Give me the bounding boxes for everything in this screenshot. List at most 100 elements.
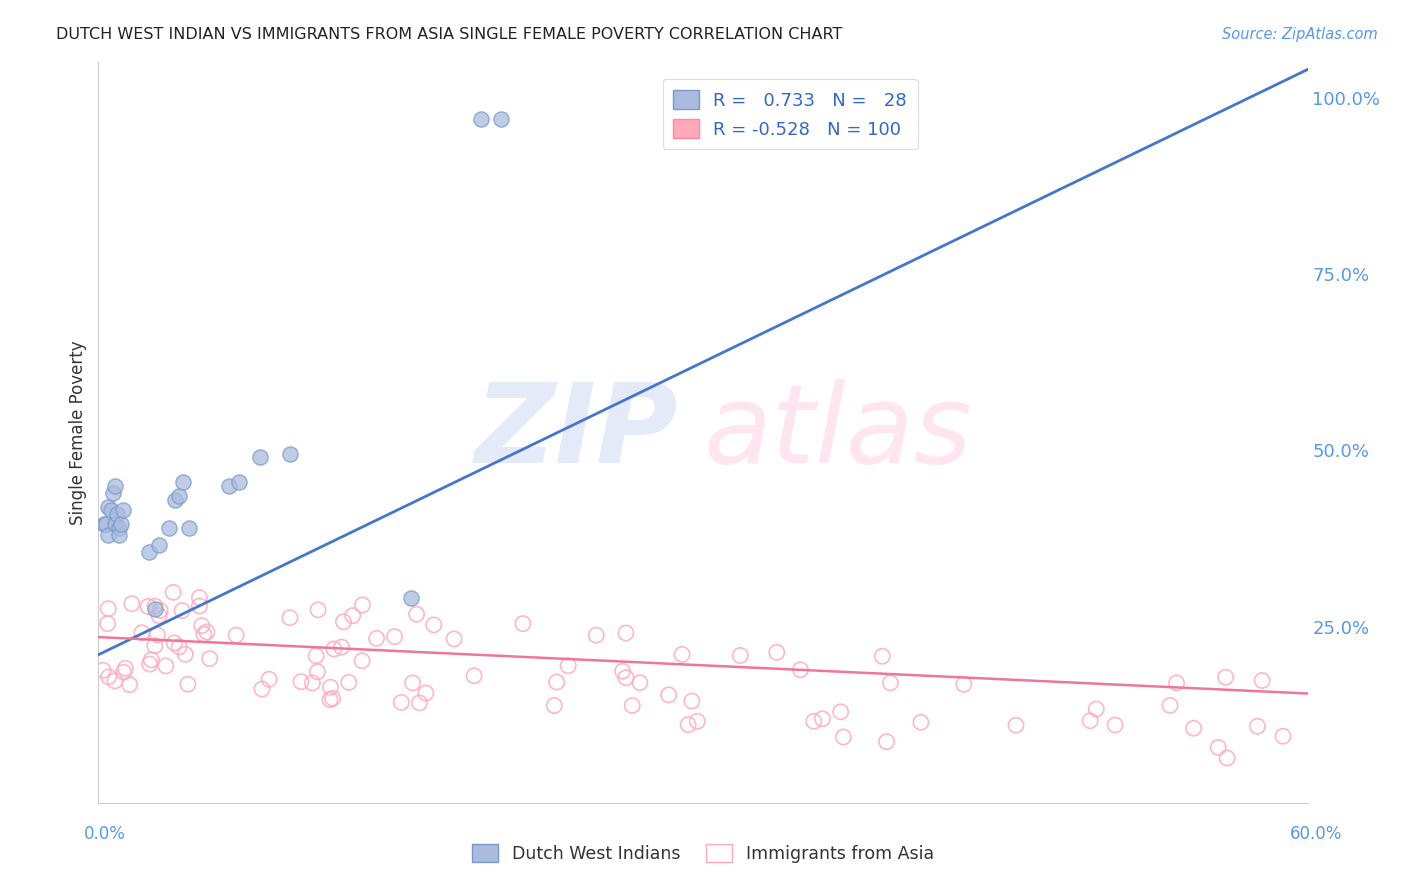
Point (953, 677, 976, 691)
Point (342, 608, 364, 623)
Point (1216, 751, 1239, 765)
Point (97, 670, 120, 684)
Text: 60.0%: 60.0% (1291, 825, 1343, 843)
Point (97, 500, 120, 514)
Text: 0.0%: 0.0% (84, 825, 127, 843)
Point (399, 591, 422, 606)
Point (765, 645, 787, 659)
Point (155, 659, 177, 673)
Point (100, 503, 122, 517)
Point (1104, 718, 1126, 732)
Point (105, 507, 128, 521)
Point (97, 528, 120, 542)
Point (103, 478, 125, 492)
Point (136, 599, 159, 614)
Text: ZIP: ZIP (475, 379, 679, 486)
Point (322, 691, 344, 706)
Point (1078, 714, 1101, 728)
Point (103, 517, 125, 532)
Point (143, 602, 166, 616)
Point (879, 675, 901, 690)
Point (1166, 676, 1188, 690)
Point (141, 653, 163, 667)
Point (278, 610, 301, 624)
Point (415, 686, 437, 700)
Point (191, 618, 214, 632)
Point (162, 585, 184, 599)
Point (172, 604, 194, 618)
Point (443, 632, 465, 646)
Point (138, 545, 160, 559)
Point (131, 625, 153, 640)
Point (789, 663, 811, 677)
Point (1215, 670, 1237, 684)
Point (107, 528, 129, 542)
Point (402, 676, 425, 690)
Point (138, 657, 160, 671)
Point (146, 628, 169, 642)
Point (366, 632, 388, 646)
Point (157, 521, 180, 535)
Point (278, 447, 301, 461)
Point (319, 692, 342, 706)
Point (686, 714, 709, 729)
Point (408, 696, 430, 710)
Point (93, 517, 115, 532)
Point (543, 698, 565, 713)
Point (491, 112, 513, 126)
Point (257, 672, 280, 686)
Point (671, 648, 693, 662)
Point (107, 521, 129, 535)
Point (730, 648, 752, 663)
Point (101, 485, 124, 500)
Point (1005, 718, 1028, 732)
Point (167, 489, 190, 503)
Point (319, 680, 342, 694)
Point (352, 654, 374, 668)
Point (1159, 698, 1181, 713)
Point (104, 673, 127, 688)
Point (612, 665, 634, 679)
Point (143, 599, 166, 614)
Point (249, 450, 271, 465)
Point (332, 615, 354, 629)
Point (1182, 721, 1205, 735)
Point (112, 665, 135, 680)
Point (177, 677, 200, 691)
Point (658, 688, 681, 702)
Point (188, 599, 211, 613)
Point (149, 603, 172, 617)
Point (148, 538, 170, 552)
Point (91, 663, 114, 677)
Point (174, 647, 197, 661)
Point (195, 624, 218, 639)
Point (384, 630, 406, 644)
Point (97, 616, 120, 631)
Point (111, 503, 134, 517)
Point (352, 598, 374, 612)
Point (614, 671, 637, 685)
Point (225, 628, 247, 642)
Point (307, 665, 329, 679)
Point (470, 112, 492, 126)
Point (330, 640, 353, 654)
Point (876, 734, 898, 748)
Text: atlas: atlas (703, 379, 972, 486)
Point (118, 677, 141, 691)
Point (97, 601, 120, 615)
Point (803, 714, 825, 729)
Point (614, 626, 637, 640)
Y-axis label: Single Female Poverty: Single Female Poverty (69, 341, 87, 524)
Point (188, 591, 211, 605)
Point (110, 517, 132, 532)
Point (1251, 673, 1274, 688)
Point (676, 717, 699, 731)
Point (1206, 740, 1229, 755)
Point (290, 674, 312, 689)
Point (307, 603, 329, 617)
Legend: R =   0.733   N =   28, R = -0.528   N = 100: R = 0.733 N = 28, R = -0.528 N = 100 (662, 78, 918, 149)
Point (405, 607, 427, 622)
Point (301, 676, 323, 690)
Point (193, 627, 215, 641)
Point (1246, 719, 1268, 733)
